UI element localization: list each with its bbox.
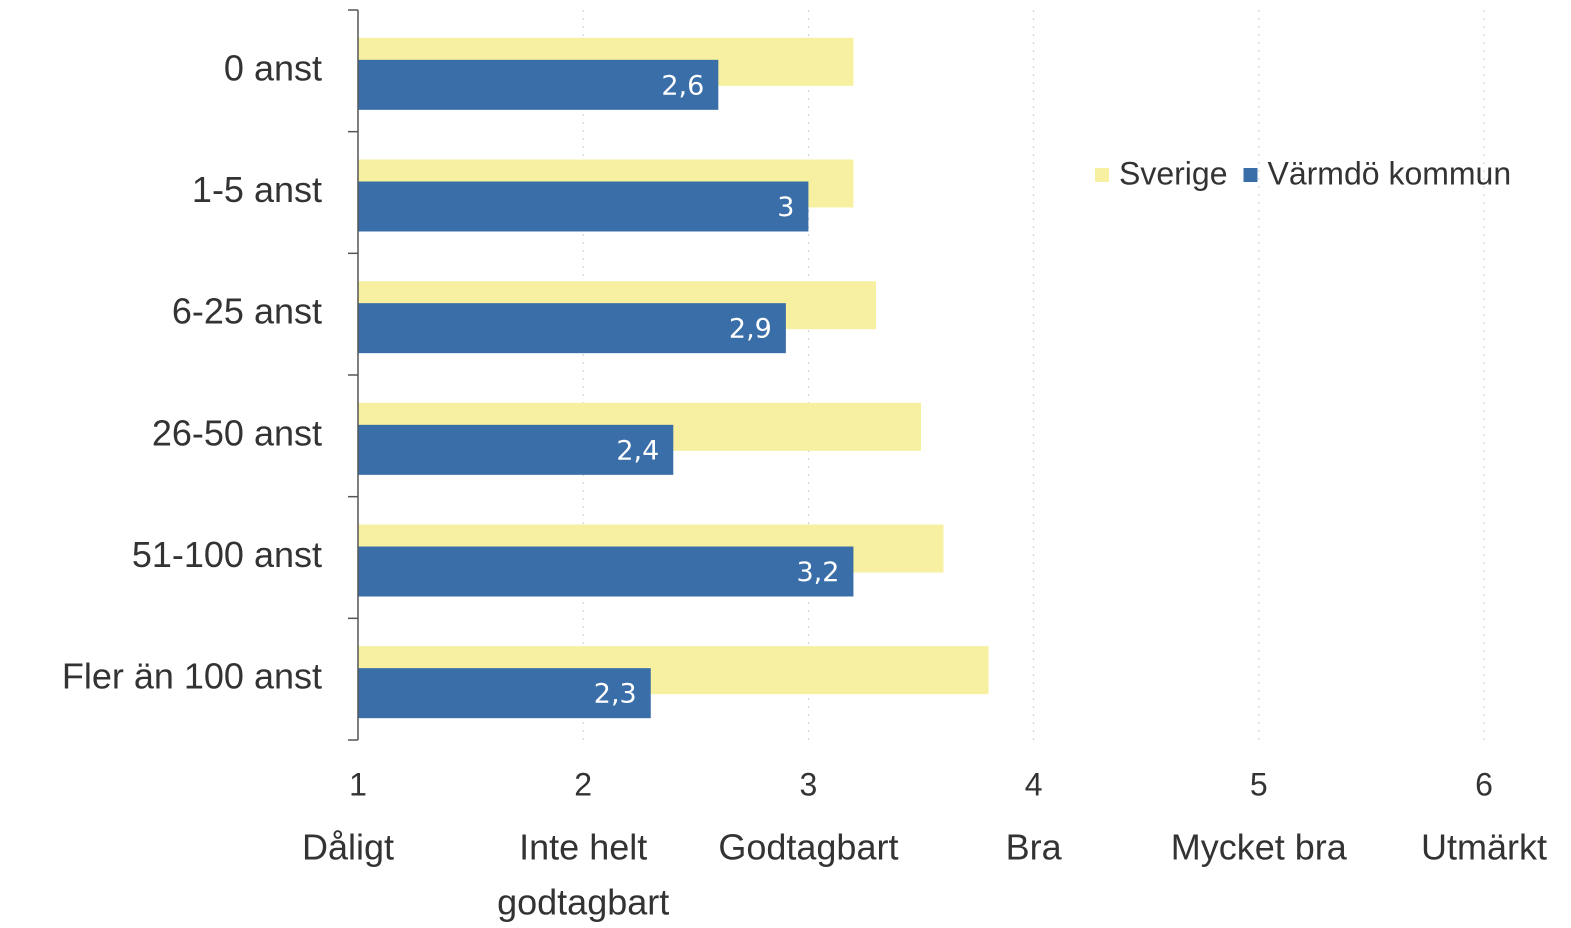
bar [358, 424, 674, 475]
bar [358, 181, 809, 232]
y-tick-label: 6-25 anst [172, 291, 322, 332]
x-tick-caption: Bra [1006, 827, 1063, 868]
y-tick-label: 51-100 anst [132, 534, 322, 575]
legend-swatch [1243, 168, 1258, 182]
bar [358, 303, 786, 354]
data-label: 2,6 [661, 70, 704, 101]
x-tick-label: 6 [1475, 766, 1493, 802]
bar [358, 59, 719, 110]
x-tick-label: 5 [1250, 766, 1268, 802]
bar [358, 668, 651, 719]
x-tick-label: 3 [800, 766, 818, 802]
bar [358, 546, 854, 597]
legend-swatch [1095, 168, 1109, 182]
x-tick-caption: Godtagbart [718, 827, 898, 868]
x-tick-caption: Inte helt [519, 827, 647, 868]
data-label: 3,2 [796, 557, 839, 588]
y-tick-label: 1-5 anst [192, 169, 322, 210]
y-tick-label: Fler än 100 anst [62, 656, 322, 697]
x-tick-caption: Mycket bra [1171, 827, 1348, 868]
data-label: 2,4 [616, 435, 659, 466]
data-label: 2,3 [594, 679, 637, 710]
x-tick-label: 4 [1025, 766, 1043, 802]
x-tick-label: 2 [574, 766, 592, 802]
x-tick-caption: godtagbart [497, 882, 669, 923]
legend-label: Värmdö kommun [1268, 155, 1512, 191]
y-tick-label: 0 anst [224, 47, 322, 88]
y-tick-label: 26-50 anst [152, 412, 322, 453]
x-tick-label: 1 [349, 766, 367, 802]
x-tick-caption: Utmärkt [1421, 827, 1547, 868]
legend-label: Sverige [1119, 155, 1228, 191]
data-label: 2,9 [729, 314, 772, 345]
data-label: 3 [777, 192, 794, 223]
x-tick-caption: Dåligt [302, 827, 394, 868]
